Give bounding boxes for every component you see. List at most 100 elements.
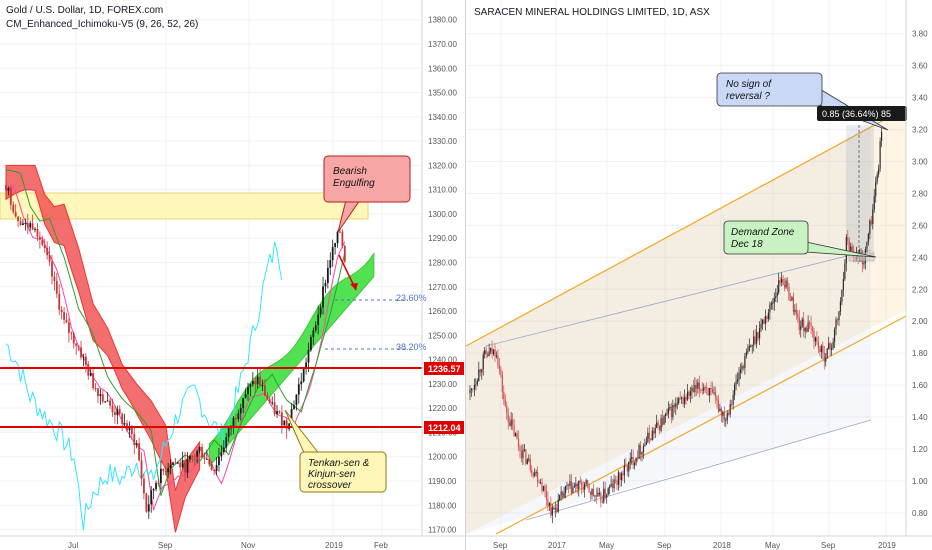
saracen-x-tick-label: Sep <box>657 541 672 550</box>
saracen-candle-body <box>481 369 483 373</box>
saracen-candle-body <box>506 405 508 414</box>
gold-candle-body <box>55 280 58 294</box>
saracen-candle-body <box>873 196 875 210</box>
gold-candle-body <box>65 319 68 323</box>
channel-mid <box>485 249 872 347</box>
bearish-callout <box>323 155 411 203</box>
gold-candle-body <box>31 223 34 230</box>
saracen-candle-body <box>534 472 536 476</box>
gold-candle-body <box>339 231 341 233</box>
saracen-candle-body <box>572 487 574 494</box>
gold-candle-body <box>135 443 138 446</box>
saracen-candle-body <box>738 372 740 380</box>
gold-candle-body <box>121 413 124 424</box>
saracen-candle-body <box>672 404 674 418</box>
saracen-candle-body <box>514 433 517 437</box>
saracen-candle-body <box>842 278 844 290</box>
gold-candle-body <box>193 456 196 458</box>
saracen-candle-body <box>569 481 571 487</box>
saracen-candle-body <box>600 492 602 502</box>
saracen-candle-body <box>522 450 524 459</box>
kijun-line <box>5 169 346 496</box>
saracen-candle-body <box>673 404 675 408</box>
saracen-grid <box>466 0 906 536</box>
gold-chart[interactable]: 23.60% 38.20% Bearish Engulfing Tenkan-s… <box>0 0 466 550</box>
gold-candle-body <box>341 231 344 246</box>
gold-candle-body <box>75 343 78 346</box>
saracen-candle-body <box>816 337 818 342</box>
saracen-candle-body <box>728 413 730 415</box>
gold-candle-body <box>22 223 24 226</box>
saracen-chart[interactable]: No sign of reversal ? Demand Zone Dec 18… <box>466 0 932 550</box>
saracen-candle-body <box>867 234 869 242</box>
gold-candle-body <box>155 482 157 490</box>
gold-candle-body <box>17 216 19 222</box>
gold-y-tick-label: 1270.00 <box>428 283 457 292</box>
gold-candle-body <box>5 184 7 191</box>
gold-candle-body <box>317 314 320 326</box>
gold-candle-body <box>133 433 136 446</box>
saracen-candle-body <box>706 387 708 389</box>
gold-chart-title: Gold / U.S. Dollar, 1D, FOREX.com <box>6 5 164 16</box>
saracen-candle-body <box>844 263 846 279</box>
gold-candle-body <box>266 395 269 400</box>
saracen-candle-body <box>570 481 573 494</box>
gold-candle-body <box>297 384 300 395</box>
saracen-candle-body <box>476 380 478 385</box>
saracen-candle-body <box>717 400 720 412</box>
saracen-candle-body <box>638 445 640 459</box>
saracen-candle-body <box>735 381 737 385</box>
saracen-candle-body <box>729 404 731 415</box>
saracen-candle-body <box>609 486 611 489</box>
gold-y-tick-label: 1350.00 <box>428 89 457 98</box>
saracen-candle-body <box>700 389 702 391</box>
saracen-candle-body <box>597 492 599 497</box>
saracen-candle-body <box>817 341 819 349</box>
measure-label-bg <box>817 106 907 121</box>
gold-candle-body <box>271 402 274 404</box>
measure-label: 0.85 (36.64%) 85 <box>822 109 891 119</box>
gold-candle-body <box>343 245 346 262</box>
saracen-candle-body <box>838 311 840 321</box>
saracen-candle-body <box>491 347 493 354</box>
saracen-candle-body <box>714 392 717 398</box>
saracen-candle-body <box>798 317 800 330</box>
gold-candle-body <box>38 236 41 240</box>
saracen-candle-body <box>758 328 761 339</box>
saracen-candle-body <box>820 345 822 352</box>
gold-candle-body <box>123 423 126 425</box>
gold-candle-body <box>307 350 310 363</box>
saracen-y-tick-label: 3.80 <box>912 30 928 39</box>
saracen-candle-body <box>539 482 542 484</box>
saracen-candle-body <box>851 246 853 251</box>
gold-x-tick-label: Nov <box>241 541 255 550</box>
saracen-candle-body <box>675 403 677 408</box>
gold-y-tick-label: 1300.00 <box>428 210 457 219</box>
saracen-candle-body <box>695 384 697 389</box>
gold-candle-body <box>198 446 201 452</box>
saracen-candle-body <box>578 480 580 489</box>
saracen-candle-body <box>573 486 575 488</box>
saracen-candle-body <box>603 488 605 503</box>
saracen-candle-body <box>585 480 587 485</box>
gold-candle-body <box>97 388 99 397</box>
gold-candle-body <box>235 417 237 420</box>
gold-candle-body <box>276 411 278 415</box>
saracen-candle-body <box>470 388 473 390</box>
channel-upper <box>466 107 907 347</box>
gold-candle-body <box>24 222 27 224</box>
projection-fill <box>466 108 906 534</box>
saracen-candle-body <box>781 278 783 283</box>
saracen-candle-body <box>870 220 872 225</box>
saracen-candle-body <box>770 303 772 305</box>
gold-x-tick-label: Feb <box>374 541 388 550</box>
bearish-arrowhead <box>350 283 358 290</box>
saracen-candle-body <box>697 382 699 389</box>
saracen-candle-body <box>582 487 584 490</box>
saracen-x-tick-label: 2019 <box>878 541 896 550</box>
saracen-candle-body <box>850 246 852 251</box>
gold-candle-body <box>138 443 140 461</box>
gold-y-tick-label: 1240.00 <box>428 356 457 365</box>
tenkan-callout-line1: Tenkan-sen & <box>308 458 370 469</box>
saracen-candle-body <box>647 432 649 443</box>
